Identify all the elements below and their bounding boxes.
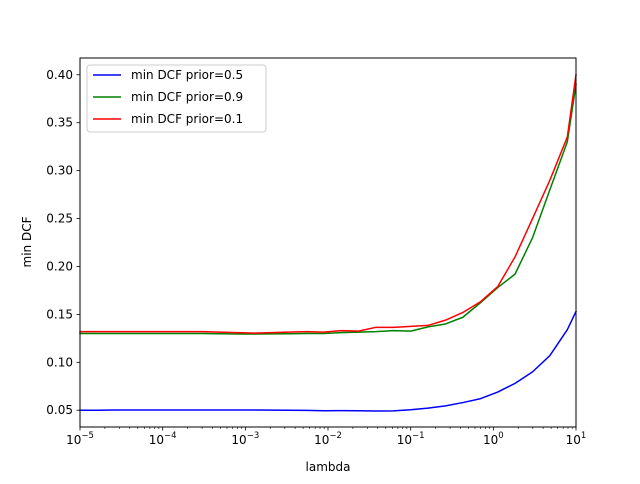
y-tick-label: 0.35 (46, 116, 73, 130)
y-tick-label: 0.40 (46, 68, 73, 82)
x-tick-exponent: −1 (412, 431, 425, 441)
legend-label-1: min DCF prior=0.5 (131, 68, 243, 82)
x-tick-exponent: −5 (81, 431, 94, 441)
series-line-3 (79, 73, 577, 334)
y-tick-label: 0.10 (46, 355, 73, 369)
y-axis-ticks: 0.05 0.10 0.15 0.20 0.25 0.30 0.35 0.40 (46, 68, 80, 417)
series-line-1 (79, 310, 577, 412)
plot-frame (79, 57, 577, 428)
x-tick-exponent: −4 (164, 431, 177, 441)
y-axis-label: min DCF (20, 216, 34, 267)
legend-items: min DCF prior=0.5 min DCF prior=0.9 min DC… (93, 68, 243, 126)
y-tick-label: 0.15 (46, 307, 73, 321)
x-tick-exponent: −2 (329, 431, 342, 441)
y-tick-label: 0.05 (46, 403, 73, 417)
legend-box (86, 64, 267, 133)
x-tick-exponent: 1 (581, 431, 586, 441)
legend-label-3: min DCF prior=0.1 (131, 112, 243, 126)
legend: min DCF prior=0.5 min DCF prior=0.9 min DC… (86, 64, 267, 133)
y-tick-label: 0.30 (46, 164, 73, 178)
legend-label-2: min DCF prior=0.9 (131, 90, 243, 104)
y-tick-label: 0.25 (46, 212, 73, 226)
x-axis-label: lambda (306, 460, 351, 474)
x-tick-exponent: 0 (498, 431, 503, 441)
series-layer (79, 73, 577, 412)
y-tick-label: 0.20 (46, 259, 73, 273)
series-line-2 (79, 83, 577, 335)
x-tick-exponent: −3 (247, 431, 260, 441)
